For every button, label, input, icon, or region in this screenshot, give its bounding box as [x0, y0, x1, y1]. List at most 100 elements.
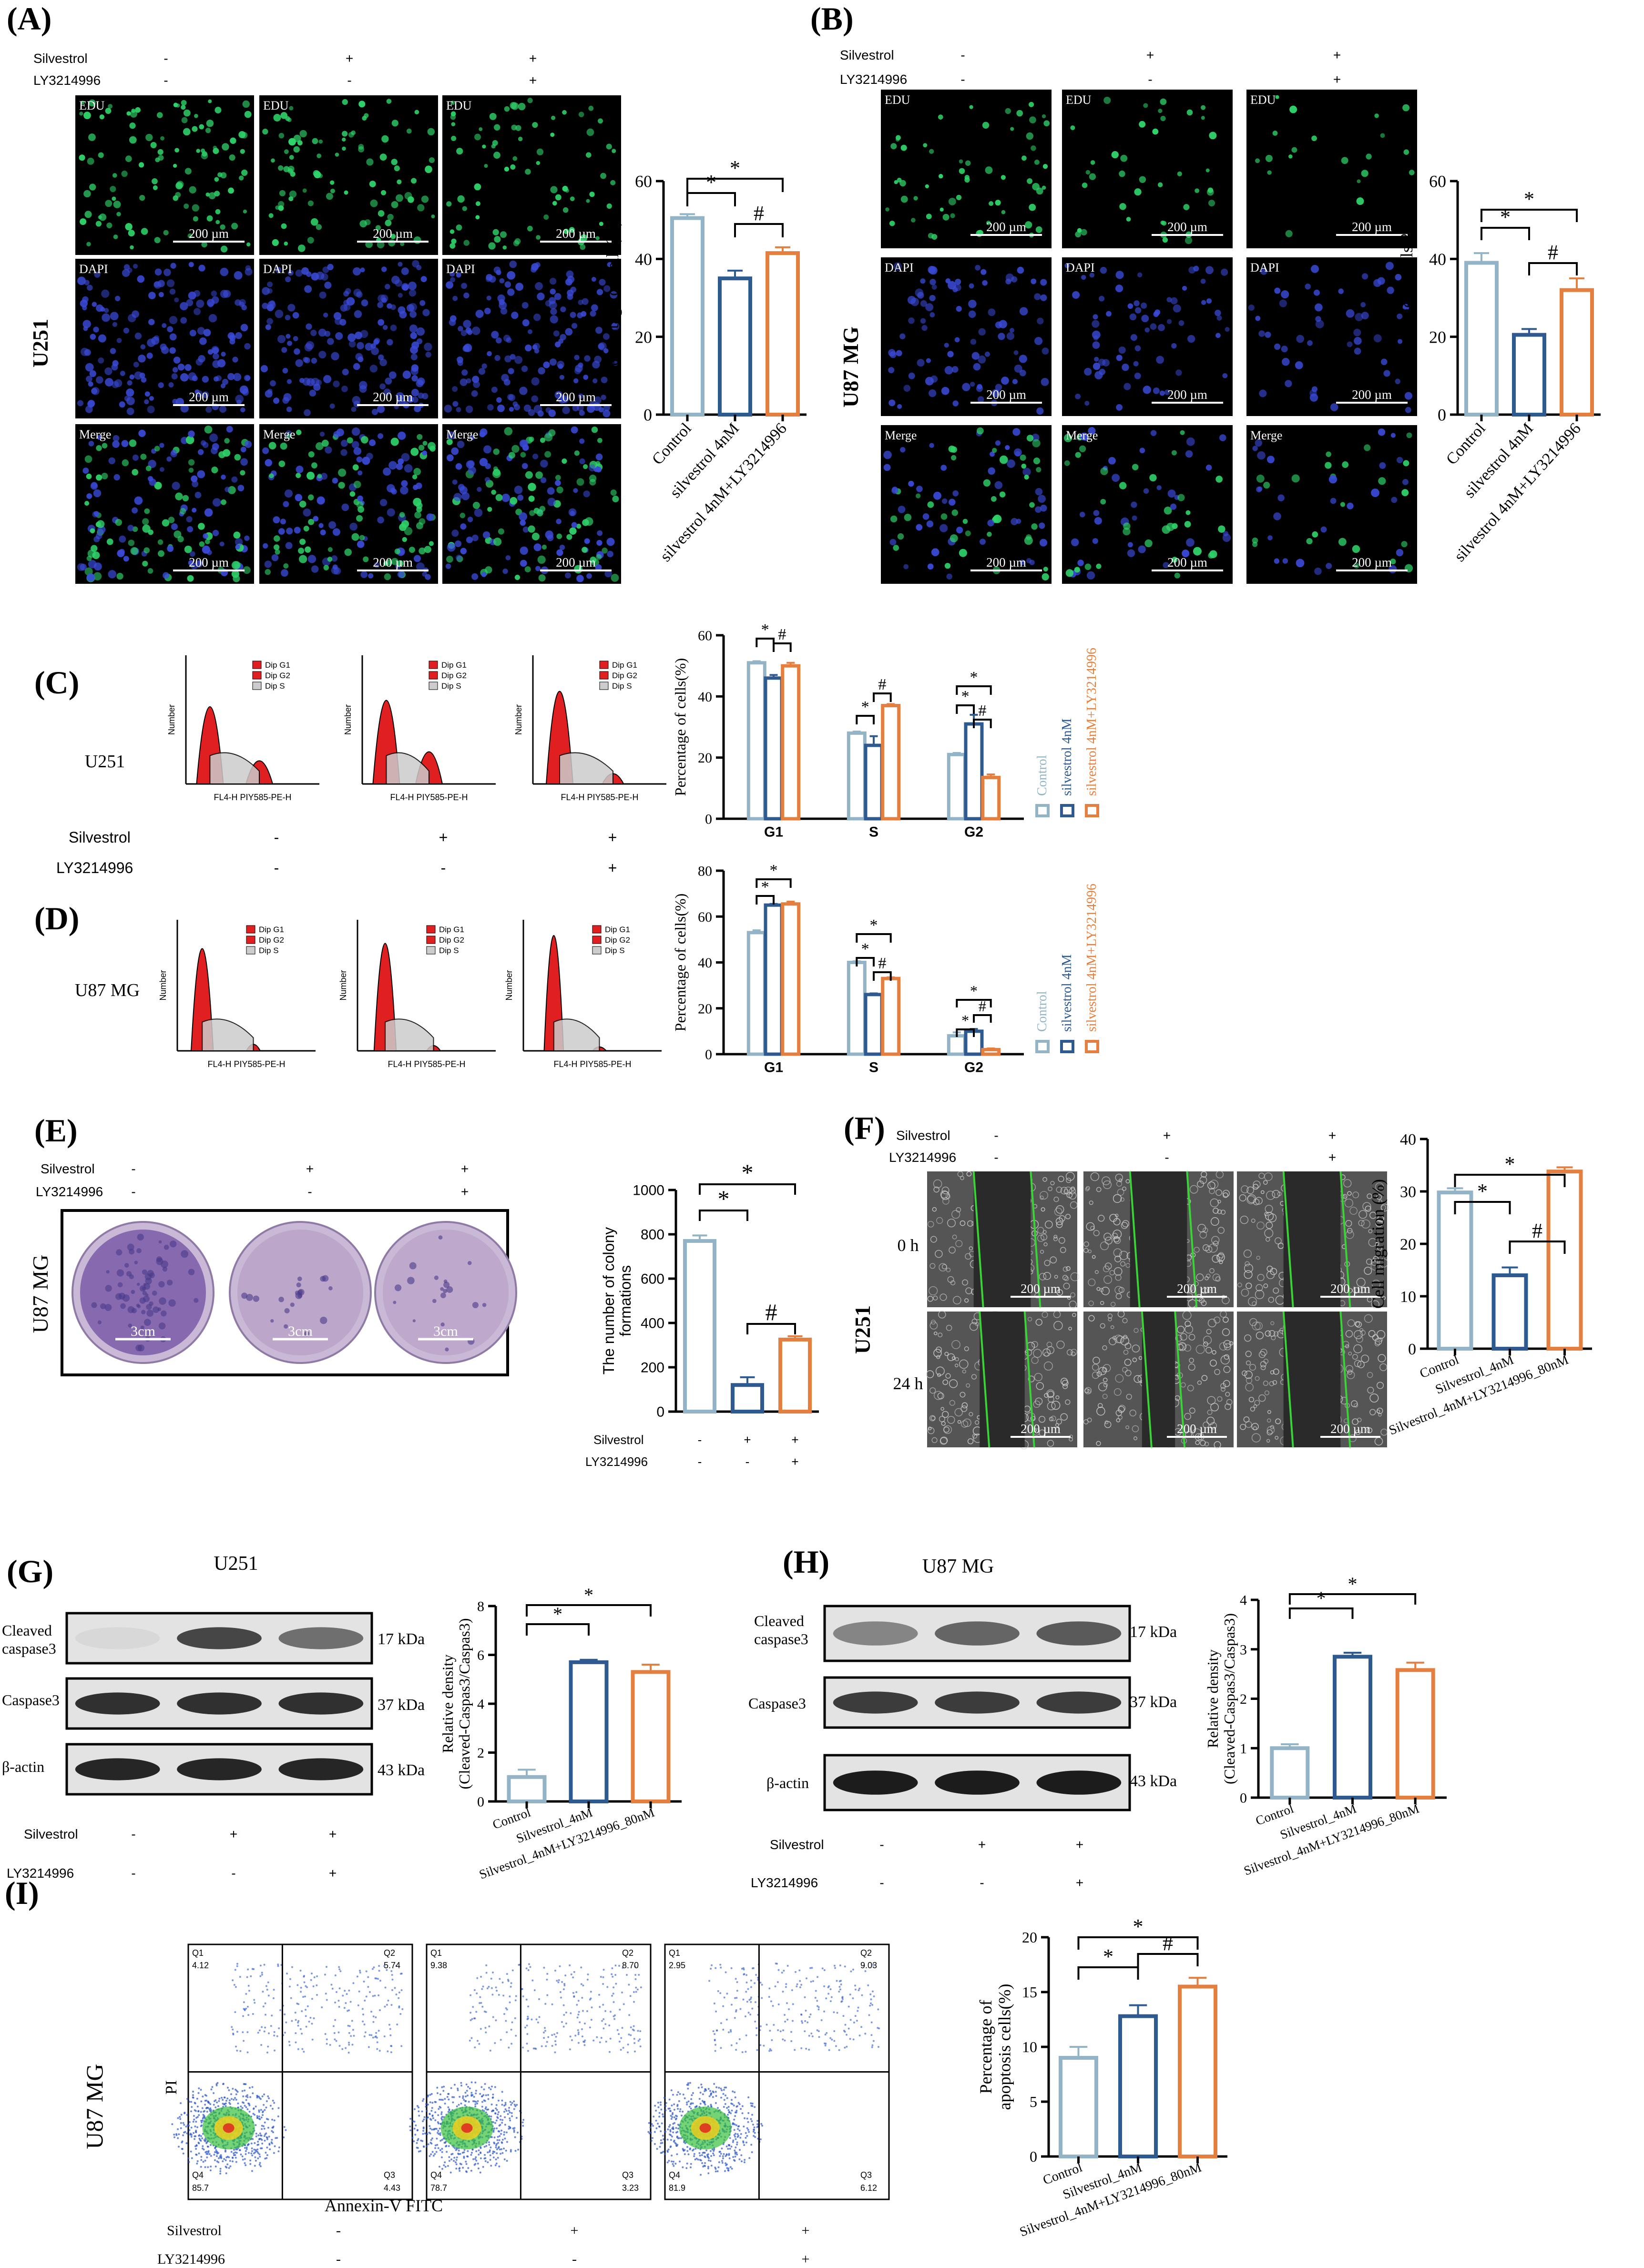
- cell-outline: [1367, 1193, 1372, 1199]
- panel-f-ly-sign: +: [1328, 1150, 1336, 1165]
- nucleus-dot: [284, 241, 288, 246]
- nucleus-dot: [147, 406, 155, 414]
- nucleus-dot: [447, 543, 456, 552]
- nucleus-dot: [1311, 135, 1317, 142]
- nucleus-dot: [1170, 297, 1178, 305]
- nucleus-dot: [332, 478, 338, 484]
- nucleus-dot: [284, 149, 289, 154]
- nucleus-dot: [1360, 302, 1366, 307]
- cell-outline: [1050, 1256, 1057, 1264]
- event-dot: [244, 2147, 246, 2149]
- nucleus-dot: [90, 334, 96, 340]
- event-dot: [313, 2017, 315, 2019]
- nucleus-dot: [327, 547, 333, 552]
- nucleus-dot: [1016, 110, 1023, 117]
- scale-bar-label: 200 µm: [986, 555, 1026, 570]
- nucleus-dot: [1084, 367, 1092, 376]
- nucleus-dot: [543, 361, 550, 368]
- quadrant-value: 4.43: [384, 2183, 400, 2193]
- nucleus-dot: [286, 407, 292, 412]
- nucleus-dot: [142, 524, 151, 533]
- nucleus-dot: [513, 240, 520, 246]
- cell-outline: [1260, 1190, 1265, 1194]
- nucleus-dot: [1354, 336, 1362, 345]
- cell-outline: [1053, 1237, 1058, 1241]
- event-dot: [289, 1978, 291, 1980]
- nucleus-dot: [203, 329, 211, 336]
- nucleus-dot: [304, 409, 311, 417]
- nucleus-dot: [358, 144, 364, 150]
- nucleus-dot: [161, 346, 169, 354]
- event-dot: [204, 2116, 206, 2118]
- nucleus-dot: [399, 311, 407, 319]
- cell-outline: [1256, 1221, 1265, 1230]
- cell-outline: [1220, 1210, 1226, 1215]
- event-dot: [398, 1991, 400, 1993]
- nucleus-dot: [316, 224, 322, 230]
- nucleus-dot: [194, 491, 202, 498]
- nucleus-dot: [604, 570, 612, 578]
- event-dot: [193, 2118, 195, 2121]
- nucleus-dot: [449, 243, 456, 249]
- nucleus-dot: [306, 471, 315, 480]
- nucleus-dot: [86, 556, 92, 561]
- nucleus-dot: [96, 445, 102, 451]
- cell-outline: [1040, 1191, 1048, 1200]
- nucleus-dot: [186, 516, 193, 523]
- nucleus-dot: [1315, 320, 1324, 328]
- nucleus-dot: [1027, 178, 1033, 184]
- cell-outline: [1245, 1261, 1250, 1267]
- nucleus-dot: [424, 546, 431, 553]
- nucleus-dot: [230, 137, 236, 144]
- event-dot: [229, 2160, 231, 2162]
- nucleus-dot: [116, 212, 121, 217]
- event-dot: [347, 2010, 349, 2012]
- event-dot: [362, 2020, 364, 2023]
- cell-outline: [1100, 1241, 1109, 1251]
- event-dot: [244, 2009, 246, 2012]
- panel-g-silvestrol-sign: +: [230, 1827, 237, 1841]
- nucleus-dot: [544, 433, 553, 442]
- nucleus-dot: [221, 474, 226, 480]
- event-dot: [200, 2159, 203, 2161]
- nucleus-dot: [1074, 567, 1080, 573]
- nucleus-dot: [460, 512, 466, 519]
- nucleus-dot: [449, 229, 455, 234]
- event-dot: [194, 2131, 197, 2133]
- y-tick-label: 0: [1438, 406, 1446, 425]
- wound-image: 200 µm: [1237, 1311, 1388, 1448]
- event-dot: [378, 2030, 380, 2032]
- nucleus-dot: [158, 550, 164, 557]
- event-dot: [259, 2098, 262, 2100]
- nucleus-dot: [129, 136, 137, 144]
- event-dot: [249, 2096, 252, 2098]
- nucleus-dot: [1403, 149, 1409, 155]
- nucleus-dot: [1103, 96, 1111, 104]
- nucleus-dot: [586, 128, 594, 136]
- nucleus-dot: [1277, 494, 1285, 501]
- cell-outline: [1050, 1180, 1055, 1186]
- nucleus-dot: [406, 128, 412, 134]
- nucleus-dot: [518, 102, 526, 111]
- event-dot: [370, 2011, 373, 2013]
- nucleus-dot: [1267, 170, 1272, 175]
- nucleus-dot: [944, 343, 949, 348]
- nucleus-dot: [529, 437, 534, 442]
- event-dot: [229, 2103, 231, 2105]
- colony-dot: [146, 1310, 154, 1317]
- nucleus-dot: [1259, 389, 1267, 397]
- event-dot: [253, 1999, 255, 2001]
- nucleus-dot: [938, 173, 943, 179]
- nucleus-dot: [229, 338, 235, 345]
- cell-outline: [1263, 1180, 1268, 1185]
- nucleus-dot: [1159, 390, 1165, 396]
- asterisk-mark: *: [1500, 205, 1511, 229]
- nucleus-dot: [105, 108, 112, 114]
- nucleus-dot: [293, 146, 300, 153]
- cell-outline: [1092, 1255, 1096, 1259]
- nucleus-dot: [316, 442, 324, 450]
- nucleus-dot: [90, 528, 95, 534]
- cell-outline: [1264, 1211, 1269, 1217]
- nucleus-dot: [306, 378, 315, 386]
